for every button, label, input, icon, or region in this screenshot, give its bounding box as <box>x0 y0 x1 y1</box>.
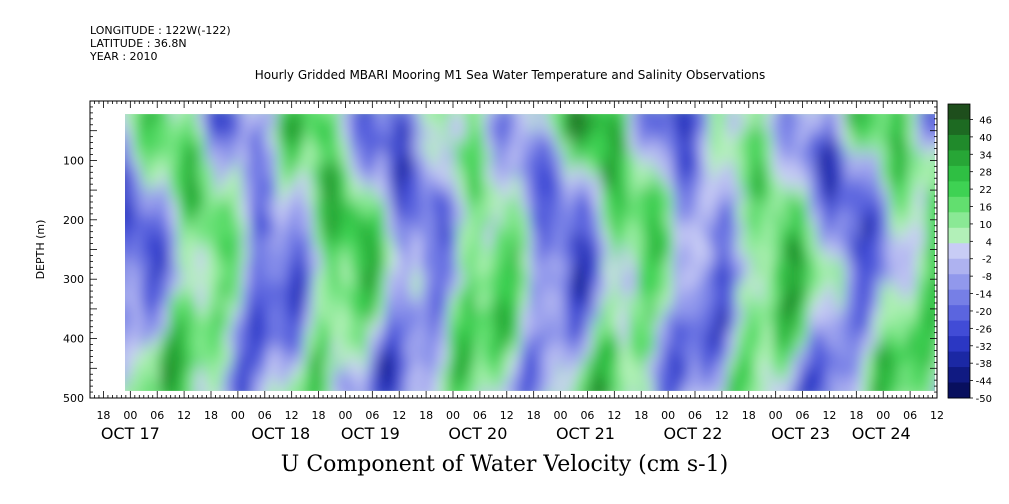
x-tick-label: 00 <box>769 409 783 422</box>
x-tick-label: 06 <box>258 409 272 422</box>
year-label: YEAR : 2010 <box>90 50 158 63</box>
colorbar-label: 16 <box>979 203 992 214</box>
x-tick-label: 00 <box>554 409 568 422</box>
colorbar-swatch <box>948 104 970 120</box>
longitude-label: LONGITUDE : 122W(-122) <box>90 24 231 37</box>
colorbar: 46 40 34 28 22 16 10 4 -2 -8 -14 -20 -26 -32 -38 -44 -50 <box>947 103 992 405</box>
x-tick-label: 00 <box>338 409 352 422</box>
y-tick-label: 100 <box>63 154 84 167</box>
x-tick-label: 00 <box>876 409 890 422</box>
x-tick-label: 06 <box>150 409 164 422</box>
colorbar-label: 40 <box>979 133 992 144</box>
colorbar-label: -2 <box>982 255 992 266</box>
colorbar-label: 34 <box>979 150 992 161</box>
x-tick-label: 06 <box>473 409 487 422</box>
colorbar-label: 46 <box>979 115 992 126</box>
colorbar-swatch <box>948 243 970 260</box>
colorbar-label: 22 <box>979 185 992 196</box>
x-tick-label: 06 <box>365 409 379 422</box>
x-day-label: OCT 22 <box>664 424 723 443</box>
x-tick-label: 12 <box>930 409 944 422</box>
colorbar-swatch <box>948 150 970 167</box>
colorbar-label: -20 <box>976 307 992 318</box>
plot-axes: 18 00 06 12 18 00 06 12 18 00 06 12 18 00 06 12 18 00 06 12… <box>34 100 944 443</box>
colorbar-label: 28 <box>979 168 992 179</box>
x-tick-label: 12 <box>607 409 621 422</box>
x-day-label: OCT 23 <box>771 424 830 443</box>
colorbar-swatch <box>948 289 970 306</box>
colorbar-swatch <box>948 367 970 384</box>
x-day-label: OCT 18 <box>251 424 310 443</box>
colorbar-label: 10 <box>979 220 992 231</box>
x-tick-label: 06 <box>796 409 810 422</box>
colorbar-frame <box>947 103 971 399</box>
x-tick-label: 12 <box>177 409 191 422</box>
x-tick-label: 00 <box>661 409 675 422</box>
y-tick-label: 400 <box>63 333 84 346</box>
x-tick-label: 12 <box>822 409 836 422</box>
colorbar-swatch <box>948 351 970 368</box>
x-tick-label: 18 <box>634 409 648 422</box>
x-day-label: OCT 21 <box>556 424 615 443</box>
colorbar-swatch <box>948 382 970 399</box>
x-tick-label: 00 <box>123 409 137 422</box>
x-tick-label: 12 <box>715 409 729 422</box>
colorbar-swatch <box>948 258 970 275</box>
colorbar-swatch <box>948 212 970 229</box>
x-axis-label: U Component of Water Velocity (cm s-1) <box>280 452 729 477</box>
colorbar-swatch <box>948 336 970 353</box>
x-tick-label: 12 <box>285 409 299 422</box>
x-tick-label: 06 <box>688 409 702 422</box>
colorbar-label: 4 <box>986 237 992 248</box>
x-day-label: OCT 24 <box>852 424 911 443</box>
colorbar-swatch <box>948 181 970 198</box>
colorbar-swatch <box>948 320 970 337</box>
x-tick-label: 18 <box>527 409 541 422</box>
colorbar-swatch <box>948 196 970 213</box>
x-tick-label: 00 <box>446 409 460 422</box>
colorbar-label: -32 <box>976 342 992 353</box>
y-tick-label: 300 <box>63 273 84 286</box>
x-tick-label: 18 <box>419 409 433 422</box>
x-tick-label: 18 <box>849 409 863 422</box>
x-tick-label: 12 <box>392 409 406 422</box>
x-tick-label: 18 <box>204 409 218 422</box>
x-tick-label: 18 <box>742 409 756 422</box>
x-tick-label: 00 <box>231 409 245 422</box>
colorbar-label: -50 <box>976 394 992 405</box>
y-tick-label: 200 <box>63 214 84 227</box>
colorbar-label: -38 <box>976 359 992 370</box>
colorbar-swatch <box>948 274 970 291</box>
x-tick-label: 06 <box>580 409 594 422</box>
x-day-label: OCT 19 <box>341 424 400 443</box>
colorbar-swatch <box>948 165 970 182</box>
colorbar-label: -44 <box>976 377 992 388</box>
x-day-label: OCT 20 <box>448 424 507 443</box>
y-axis-label: DEPTH (m) <box>34 220 47 280</box>
latitude-label: LATITUDE : 36.8N <box>90 37 187 50</box>
x-day-label: OCT 17 <box>101 424 160 443</box>
x-tick-label: 12 <box>500 409 514 422</box>
colorbar-swatch <box>948 305 970 322</box>
x-tick-label: 06 <box>903 409 917 422</box>
chart-title: Hourly Gridded MBARI Mooring M1 Sea Wate… <box>254 68 766 82</box>
colorbar-swatch <box>948 227 970 244</box>
velocity-field <box>125 114 935 391</box>
y-tick-label: 500 <box>63 392 84 405</box>
colorbar-label: -8 <box>982 272 992 283</box>
colorbar-label: -26 <box>976 324 992 335</box>
x-tick-label: 18 <box>312 409 326 422</box>
colorbar-swatch <box>948 119 970 136</box>
colorbar-swatch <box>948 134 970 151</box>
x-tick-label: 18 <box>96 409 110 422</box>
colorbar-label: -14 <box>976 290 992 301</box>
